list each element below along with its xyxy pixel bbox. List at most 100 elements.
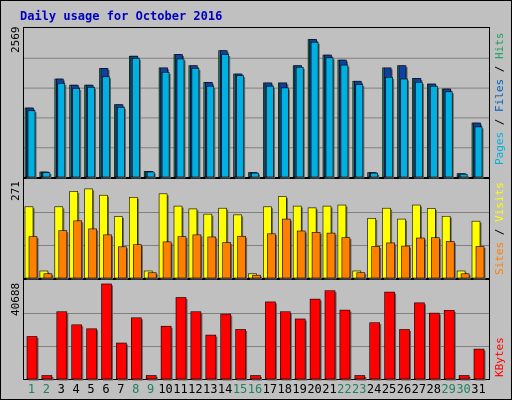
kbytes-bar (369, 322, 381, 380)
sites-bar (43, 273, 53, 279)
day-tick-label: 7 (117, 382, 124, 396)
top-ymax-label: 2569 (9, 27, 22, 54)
day-tick-label: 5 (87, 382, 94, 396)
pages-bar (146, 171, 155, 178)
day-tick-label: 22 (337, 382, 351, 396)
pages-bar (340, 64, 349, 178)
sites-bar (416, 237, 425, 279)
day-tick-label: 28 (427, 382, 441, 396)
sites-bar (192, 234, 202, 279)
pages-bar (236, 75, 244, 178)
sites-bar (58, 230, 68, 279)
sites-bar (252, 274, 261, 279)
pages-bar (310, 41, 319, 178)
kbytes-bar (101, 283, 112, 380)
kbytes-bar (41, 375, 53, 380)
day-tick-label: 10 (158, 382, 172, 396)
pages-bar (176, 58, 185, 178)
bottom-plot-area (23, 279, 490, 380)
pages-bar (206, 85, 215, 178)
day-tick-label: 4 (73, 382, 80, 396)
pages-bar (370, 172, 379, 178)
bottom-legend: KBytes (493, 337, 506, 377)
legend-visits: Visits (493, 182, 506, 222)
sites-bar (177, 236, 187, 279)
legend-files: Files (493, 79, 506, 112)
day-tick-label: 17 (263, 382, 277, 396)
sites-bar (162, 241, 172, 279)
day-tick-label: 11 (173, 382, 187, 396)
kbytes-bar (414, 302, 425, 380)
pages-bar (27, 110, 36, 178)
day-tick-label: 26 (397, 382, 411, 396)
sites-bar (267, 233, 276, 279)
day-tick-label: 25 (382, 382, 396, 396)
pages-bar (355, 84, 364, 178)
legend-sep: / (493, 112, 506, 132)
legend-sep: / (493, 222, 506, 242)
pages-bar (191, 68, 200, 178)
sites-bar (371, 246, 381, 279)
day-tick-label: 3 (58, 382, 65, 396)
pages-bar (459, 173, 468, 178)
day-tick-label: 23 (352, 382, 366, 396)
day-tick-label: 13 (203, 382, 217, 396)
legend-sites: Sites (493, 242, 506, 275)
kbytes-bar (309, 298, 321, 380)
sites-bar (147, 272, 157, 279)
pages-bar (266, 85, 274, 178)
sites-bar (73, 220, 82, 279)
sites-bar (386, 242, 395, 279)
kbytes-bar (220, 313, 231, 380)
pages-bar (474, 126, 483, 178)
kbytes-bar (428, 312, 440, 380)
legend-pages: Pages (493, 132, 506, 165)
sites-bar (326, 232, 336, 279)
pages-bar (57, 83, 66, 178)
sites-bar (401, 245, 410, 279)
legend-hits: Hits (493, 33, 506, 60)
kbytes-bar (443, 310, 455, 380)
pages-bar (280, 87, 289, 178)
day-tick-label: 8 (132, 382, 139, 396)
day-tick-label: 20 (307, 382, 321, 396)
sites-bar (460, 273, 470, 279)
kbytes-bar (235, 329, 246, 380)
kbytes-bar (339, 309, 351, 380)
sites-bar (88, 228, 97, 279)
pages-bar (415, 82, 423, 178)
sites-bar (28, 236, 38, 279)
day-tick-label: 21 (322, 382, 336, 396)
chart-title: Daily usage for October 2016 (20, 9, 222, 23)
pages-bar (400, 78, 408, 178)
pages-bar (325, 57, 334, 178)
middle-legend: Sites / Visits (493, 182, 506, 275)
day-tick-label: 6 (102, 382, 109, 396)
pages-bar (87, 87, 95, 178)
kbytes-bar (26, 336, 38, 380)
sites-bar (445, 241, 455, 279)
pages-bar (385, 77, 393, 178)
kbytes-bar (324, 290, 336, 380)
pages-bar (102, 76, 110, 178)
day-tick-label: 18 (278, 382, 292, 396)
sites-bar (356, 272, 366, 279)
kbytes-bar (205, 334, 217, 380)
kbytes-bar (473, 348, 485, 380)
sites-bar (237, 235, 246, 279)
day-tick-label: 30 (456, 382, 470, 396)
sites-bar (207, 236, 217, 279)
sites-bar (281, 218, 291, 279)
kbytes-bar (160, 325, 172, 380)
day-tick-label: 24 (367, 382, 381, 396)
sites-bar (311, 232, 321, 279)
sites-bar (133, 244, 142, 279)
pages-bar (132, 58, 140, 178)
day-tick-label: 1 (28, 382, 35, 396)
kbytes-bar (86, 328, 97, 380)
day-tick-label: 15 (233, 382, 247, 396)
kbytes-bar (384, 291, 395, 380)
sites-bar (103, 234, 112, 279)
kbytes-bar (354, 375, 366, 380)
